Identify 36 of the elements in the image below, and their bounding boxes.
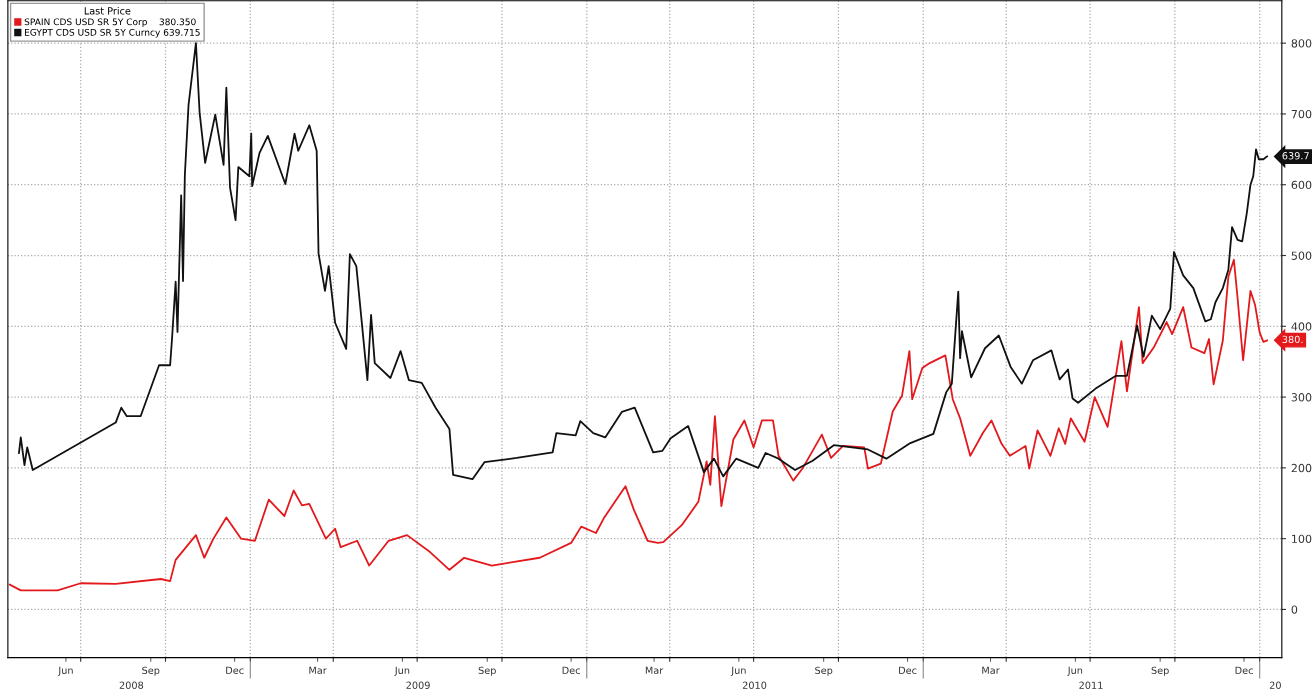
x2-tick-label: 2008 [119, 681, 144, 689]
line-series [8, 258, 1268, 592]
x-tick-label: Dec [899, 666, 917, 674]
annotation: 639.7 [1282, 152, 1309, 160]
x2-tick-label: 2009 [406, 681, 430, 689]
x-tick-label: Jun [1067, 666, 1083, 676]
x-tick-label: Mar [982, 666, 1000, 674]
y-tick-label: 600 [1291, 180, 1312, 190]
y-tick-label: 100 [1292, 534, 1312, 544]
y-tick-label: 700 [1291, 109, 1312, 119]
legend-label: SPAIN CDS USD SR 5Y Corp 380.350 [24, 18, 196, 27]
x-tick-label: Mar [645, 666, 664, 674]
x-tick-label: Jun [730, 666, 746, 676]
y-tick-label: 400 [1291, 322, 1312, 331]
y-tick-label: 300 [1291, 393, 1312, 402]
x2-tick-label: 20 [1269, 681, 1281, 689]
legend-label: EGYPT CDS USD SR 5Y Curncy 639.715 [25, 28, 200, 38]
legend-title: Last Price [84, 7, 131, 15]
x-tick-label: Sep [142, 666, 160, 676]
y-tick-label: 500 [1291, 251, 1312, 260]
annotation: 380. [1282, 335, 1303, 344]
y-tick-label: 200 [1291, 463, 1312, 473]
x2-tick-label: 2010 [742, 681, 767, 689]
x-tick-label: Sep [478, 666, 496, 676]
x-tick-label: Dec [226, 666, 244, 674]
y-tick-label: 800 [1291, 39, 1312, 48]
x-tick-label: Dec [562, 666, 580, 674]
x-tick-label: Jun [394, 666, 410, 676]
x-tick-label: Sep [815, 666, 833, 676]
line-series [18, 42, 1268, 481]
x-tick-label: Sep [1151, 666, 1169, 676]
x-tick-label: Jun [57, 666, 73, 676]
x-tick-label: Dec [1235, 666, 1253, 674]
x-tick-label: Mar [309, 666, 327, 674]
x2-tick-label: 2011 [1079, 681, 1103, 689]
y-tick-label: 0 [1291, 605, 1298, 614]
